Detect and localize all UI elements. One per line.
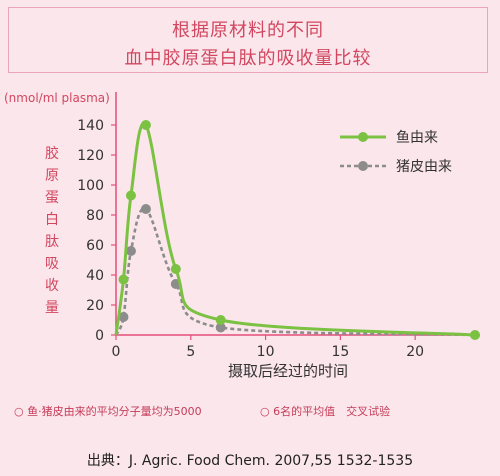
y-axis-label-char: 胶 [45,145,59,162]
y-axis-label-char: 肽 [45,234,59,250]
data-point-pig [215,322,226,333]
y-unit-label: (nmol/ml plasma) [4,91,110,105]
x-tick-label: 5 [186,344,195,360]
y-axis-label-char: 蛋 [45,190,59,206]
note-molecular-weight-text: 鱼·猪皮由来的平均分子量均为5000 [27,405,202,418]
note-average-text: 6名的平均值 交叉试验 [273,405,391,418]
data-point-fish [118,274,129,285]
y-tick-label: 60 [86,238,104,254]
y-axis-label-char: 白 [45,212,59,228]
y-tick-label: 80 [86,208,104,224]
data-point-pig [140,204,151,214]
title-box: 根据原材料的不同 血中胶原蛋白肽的吸收量比较 [8,7,488,73]
data-point-fish [125,190,136,201]
y-tick-label: 140 [77,118,104,134]
y-tick-label: 20 [86,298,104,314]
data-point-fish [470,330,480,340]
data-point-fish [215,315,226,325]
y-axis-label-char: 收 [45,278,59,294]
y-tick-label: 100 [77,178,104,194]
circle-icon: ○ [260,405,270,418]
legend-marker-pig [358,161,368,171]
y-tick-label: 120 [77,148,104,164]
x-axis-label: 摄取后经过的时间 [228,362,348,380]
legend-marker-fish [358,132,368,142]
circle-icon: ○ [14,405,24,418]
data-point-fish [140,120,151,130]
note-average: ○ 6名的平均值 交叉试验 [260,403,390,419]
legend-label-pig: 猪皮由来 [396,159,452,175]
y-axis-label-char: 原 [45,168,59,184]
y-tick-label: 40 [86,268,104,284]
source-citation: 出典：J. Agric. Food Chem. 2007,55 1532-153… [86,453,414,469]
chart-title-line-2: 血中胶原蛋白肽的吸收量比较 [124,48,372,69]
x-tick-label: 0 [112,344,121,360]
series-line-pig [114,207,476,337]
y-axis-label-char: 量 [45,300,59,316]
data-point-fish [170,264,181,274]
chart-title-line-1: 根据原材料的不同 [172,20,324,41]
y-tick-label: 0 [95,328,104,344]
data-point-pig [125,246,136,256]
x-tick-label: 10 [257,344,275,360]
data-point-pig [118,312,129,322]
note-molecular-weight: ○ 鱼·猪皮由来的平均分子量均为5000 [14,403,202,419]
absorption-chart: (nmol/ml plasma) 0 20 40 60 80 100 120 140 0 5 10… [4,91,480,380]
x-tick-label: 15 [331,344,349,360]
y-axis-label-char: 吸 [45,256,59,272]
series-line-fish [114,121,476,337]
legend-label-fish: 鱼由来 [396,129,438,146]
x-tick-label: 20 [406,344,424,360]
